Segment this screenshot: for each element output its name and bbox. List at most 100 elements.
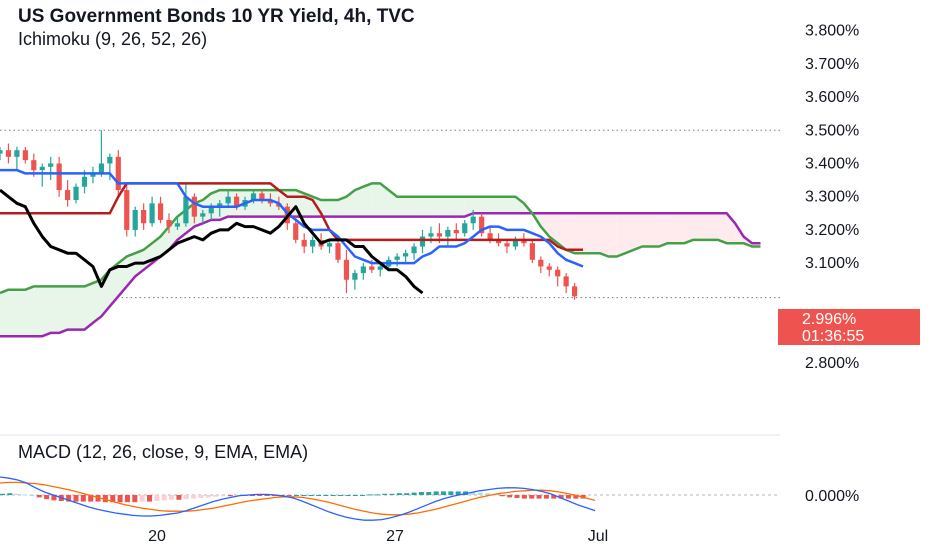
candle-body [411,246,417,254]
cloud-segment-70 [591,213,600,254]
macd-legend[interactable]: MACD (12, 26, close, 9, EMA, EMA) [18,442,309,462]
cloud-segment-59 [498,196,507,214]
macd-histogram-bar [73,495,79,502]
cloud-segment-45 [380,183,389,217]
candle [403,249,409,264]
candle [166,213,172,234]
candle-body [394,256,400,260]
x-tick-label: 27 [386,528,404,545]
macd-histogram-bar [418,492,424,495]
candle [48,156,54,181]
macd-histogram-bar [411,492,417,495]
candle-body [352,273,358,280]
candle [149,196,155,227]
candle-body [538,259,544,267]
cloud-segment-13 [109,263,119,307]
macd-histogram-bar [345,495,351,496]
leading-span-b-line [0,212,761,338]
cloud-segment-68 [574,213,584,254]
candle [512,236,519,250]
y-tick-label: 3.300% [805,189,859,206]
candle [479,213,485,237]
macd-histogram-bar [294,495,299,496]
candle [310,236,316,254]
leading-span-a-line [0,182,761,295]
candle [14,146,20,171]
indicator-legend[interactable]: Ichimoku (9, 26, 52, 26) [18,29,208,49]
candle-body [310,239,316,247]
candle-body [259,193,265,201]
cloud-segment-3 [25,286,34,337]
macd-histogram-bar [573,495,579,499]
cloud-segment-73 [616,213,626,257]
candle [217,200,223,217]
cloud-segment-6 [50,286,60,333]
candle-body [504,243,510,247]
candle-body [563,276,569,287]
y-tick-label: 3.200% [805,222,859,239]
cloud-segment-41 [346,190,355,217]
candle [124,183,130,237]
candle [453,223,459,240]
macd-histogram-bar [529,495,535,499]
cloud-segment-85 [718,213,727,244]
macd-histogram-bar [205,495,211,498]
candle [360,263,366,280]
candle-body [419,236,426,247]
cloud-segment-7 [59,286,68,333]
cloud-segment-55 [464,196,474,217]
cloud-segment-10 [84,283,93,330]
candle [141,203,147,230]
candle [462,219,468,237]
lagging-span-line [0,188,424,295]
candle [73,183,79,204]
candle-body [487,233,493,240]
candle-body [403,253,409,257]
cloud-segment-43 [363,183,372,217]
macd-histogram-bar [301,495,307,496]
x-tick-label: 20 [148,528,166,545]
cloud-segment-69 [583,213,592,254]
cloud-segment-84 [709,213,719,240]
macd-histogram-bar [367,494,373,496]
macd-histogram-bar [191,495,197,499]
cloud-segment-64 [540,213,550,237]
candle-body [90,173,96,177]
candle [504,239,510,254]
candle [90,166,96,184]
macd-histogram-bar [470,492,476,495]
macd-histogram-bar [264,495,270,496]
cloud-segment-67 [566,213,575,254]
candle-body [65,190,71,201]
cloud-segment-78 [659,213,668,247]
candle-body [14,150,20,157]
cloud-segment-71 [599,213,609,257]
y-tick-label: 3.800% [805,23,859,40]
candle-body [436,233,442,237]
candle-body [31,160,37,171]
macd-histogram-bar [176,495,182,500]
candle [98,130,104,177]
macd-histogram-bar [80,495,86,502]
candle-body [115,156,121,191]
macd-histogram-bar [139,495,145,502]
cloud-segment-48 [405,196,415,217]
candle-body [512,239,519,247]
candle [555,266,561,287]
cloud-segment-39 [329,200,338,217]
macd-histogram-bar [499,495,505,497]
candle-body [157,203,164,220]
candle-body [250,193,257,201]
candle [22,146,28,164]
candle [411,243,417,260]
macd-histogram-bar [374,494,380,496]
candle-body [217,203,223,207]
candle [538,256,544,274]
macd-histogram-bar [257,495,263,496]
macd-histogram-bar [183,495,189,500]
candle [157,196,164,224]
macd-histogram-bar [323,495,329,496]
cloud-segment-65 [549,213,558,244]
